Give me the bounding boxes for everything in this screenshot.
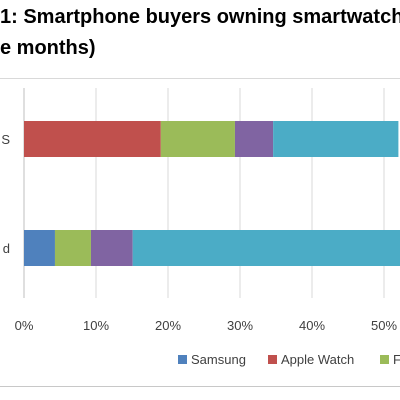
title-divider	[0, 78, 400, 79]
x-tick-label: 40%	[299, 318, 325, 333]
x-tick-label: 10%	[83, 318, 109, 333]
x-tick-label: 20%	[155, 318, 181, 333]
legend: Samsung Apple Watch F	[178, 352, 400, 367]
x-tick-label: 50%	[371, 318, 397, 333]
legend-label: F	[393, 352, 400, 367]
bar-segment	[160, 121, 235, 157]
legend-swatch	[268, 355, 277, 364]
bar-segment	[132, 230, 400, 266]
legend-swatch	[178, 355, 187, 364]
gridlines	[23, 88, 385, 298]
chart-title-area: 1: Smartphone buyers owning smartwatch, …	[0, 0, 400, 80]
bar-segment	[90, 230, 133, 266]
legend-label: Apple Watch	[281, 352, 354, 367]
bar-segment	[24, 121, 161, 157]
chart-title-line-1: 1: Smartphone buyers owning smartwatch,	[0, 6, 400, 28]
x-tick-label: 30%	[227, 318, 253, 333]
bottom-divider	[0, 386, 400, 387]
bars	[24, 121, 400, 266]
legend-swatch	[380, 355, 389, 364]
y-axis-categories: Sd	[1, 132, 10, 256]
category-label: d	[3, 241, 10, 256]
bar-segment	[24, 230, 55, 266]
x-axis-ticks: 0% 10% 20% 30% 40% 50%	[15, 318, 398, 333]
bar-segment	[234, 121, 274, 157]
x-tick-label: 0%	[15, 318, 34, 333]
bar-segment	[54, 230, 91, 266]
bar-segment	[273, 121, 399, 157]
category-label: S	[1, 132, 10, 147]
legend-label: Samsung	[191, 352, 246, 367]
chart-title-line-2: e months)	[0, 37, 96, 59]
